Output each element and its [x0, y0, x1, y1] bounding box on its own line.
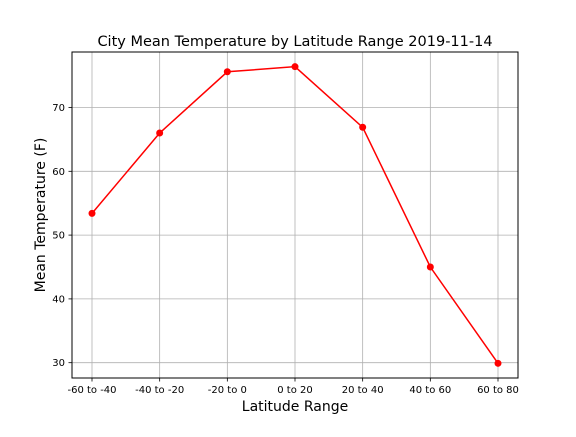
- x-tick-label: -20 to 0: [208, 385, 247, 396]
- y-tick-label: 70: [52, 103, 65, 114]
- data-point: [223, 68, 231, 76]
- y-tick-label: 30: [52, 358, 65, 369]
- x-tick-label: 20 to 40: [342, 385, 384, 396]
- x-tick-label: 0 to 20: [277, 385, 312, 396]
- y-tick-label: 40: [52, 294, 65, 305]
- x-tick-label: -60 to -40: [67, 385, 116, 396]
- ticks: -60 to -40 -40 to -20 -20 to 0 0 to 20 20 to…: [52, 103, 519, 396]
- chart-title: City Mean Temperature by Latitude Range …: [97, 34, 492, 50]
- x-tick-label: -40 to -20: [135, 385, 184, 396]
- data-point: [156, 129, 164, 137]
- x-axis-label: Latitude Range: [242, 399, 348, 415]
- y-tick-label: 50: [52, 231, 65, 242]
- series-layer: [88, 63, 502, 367]
- data-point: [426, 263, 434, 271]
- data-point: [359, 123, 367, 131]
- data-point: [88, 209, 96, 217]
- x-tick-label: 40 to 60: [409, 385, 451, 396]
- y-tick-label: 60: [52, 167, 65, 178]
- data-point: [494, 359, 502, 367]
- grid: [72, 52, 518, 378]
- data-point: [291, 63, 299, 71]
- y-axis-label: Mean Temperature (F): [33, 138, 49, 293]
- x-tick-label: 60 to 80: [477, 385, 519, 396]
